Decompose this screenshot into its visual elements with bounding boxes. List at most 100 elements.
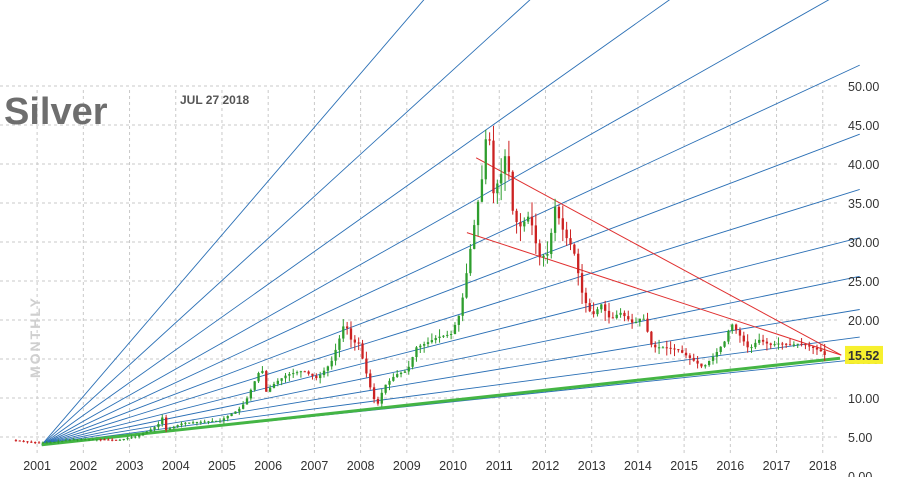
candle-body [715,351,719,357]
candle-body [530,216,534,226]
candle-body [245,398,249,405]
candle-body [449,334,453,336]
candle-body [91,439,95,441]
candle-body [704,365,707,367]
candle-body [372,387,376,400]
x-tick-label: 2006 [254,459,282,473]
candle-body [511,171,514,211]
x-tick-label: 2003 [116,459,144,473]
candle-body [241,404,245,409]
candle-body [734,324,738,331]
candle-body [130,437,133,439]
candle-body [407,366,410,372]
x-tick-label: 2010 [439,459,467,473]
candle-body [507,156,511,172]
last-price-highlight [845,345,883,364]
candle-body [191,422,195,424]
candle-body [808,345,811,347]
candle-body [388,380,391,385]
candle-body [164,417,168,430]
candle-body [777,343,780,345]
candle-body [280,378,283,381]
candle-body [26,441,29,443]
candle-body [750,347,753,349]
candle-body [669,347,672,349]
candle-body [534,225,537,244]
candle-body [419,345,422,348]
candle-body [526,216,530,222]
y-axis: 0.005.0010.0015.0020.0025.0030.0035.0040… [848,80,879,482]
candle-body [446,334,449,336]
x-tick-label: 2017 [763,459,791,473]
candle-body [592,311,595,315]
candle-body [681,350,684,353]
candle-body [650,331,653,345]
candle-body [627,316,630,320]
y-tick-label: 5.00 [848,431,872,445]
candle-body [234,411,237,414]
last-price-tag: 15.52 [845,345,883,364]
x-tick-label: 2016 [716,459,744,473]
candle-body [272,383,276,388]
candle-body [68,439,71,441]
candle-body [596,309,599,315]
candle-body [754,342,757,348]
fan-line [41,0,830,446]
chart-title: Silver [4,91,108,133]
candle-body [369,373,372,388]
last-price-label: 15.52 [848,349,879,363]
candle-body [423,344,426,346]
y-tick-label: 40.00 [848,158,879,172]
y-tick-label: 10.00 [848,392,879,406]
candle-body [465,273,468,298]
candle-body [399,372,403,375]
candle-body [804,343,807,346]
candle-body [457,315,460,325]
candle-body [99,439,102,441]
candle-body [604,304,607,311]
candle-body [742,335,745,342]
x-tick-label: 2008 [347,459,375,473]
candle-body [523,221,526,227]
candle-body [569,238,572,245]
candle-body [707,360,711,366]
candle-body [800,343,803,345]
candle-body [353,339,356,343]
candle-body [84,439,87,441]
candle-body [188,422,191,424]
candle-body [168,428,172,430]
candle-body [473,225,476,249]
trend-lines [41,157,842,447]
candle-body [199,421,202,423]
x-tick-label: 2002 [69,459,97,473]
candle-body [792,344,796,346]
candle-body [584,292,588,304]
candle-body [646,318,649,332]
resistance-line [466,232,842,356]
candle-body [684,352,688,356]
x-tick-label: 2014 [624,459,652,473]
candle-body [138,435,141,437]
candle-body [461,297,464,316]
candle-body [103,439,106,441]
candle-body [480,179,484,202]
candle-body [349,328,353,340]
candle-body [218,420,222,422]
candle-body [538,243,541,258]
candle-body [738,330,742,336]
y-tick-label: 0.00 [848,470,872,477]
candle-body [64,440,68,442]
candle-body [692,357,695,361]
candle-body [319,375,322,379]
candle-body [80,439,83,441]
candle-body [811,346,815,348]
candle-body [765,341,769,344]
candle-body [723,341,726,347]
candle-body [145,431,149,434]
candle-body [411,357,414,367]
candle-body [141,433,145,436]
candle-body [76,439,79,441]
candle-body [731,324,734,331]
x-tick-label: 2018 [809,459,837,473]
candle-body [557,206,561,219]
